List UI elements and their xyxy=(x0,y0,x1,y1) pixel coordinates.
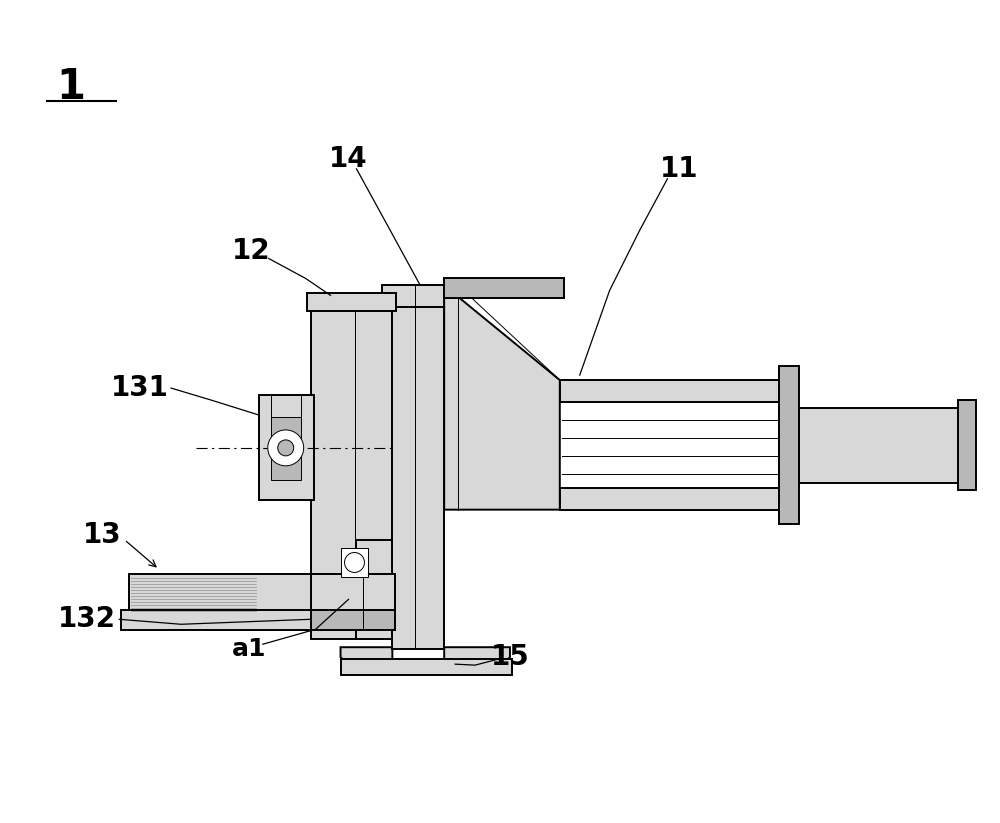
Polygon shape xyxy=(307,294,396,311)
Polygon shape xyxy=(444,647,510,667)
Circle shape xyxy=(278,440,294,456)
Polygon shape xyxy=(311,300,392,639)
Polygon shape xyxy=(444,278,564,299)
Text: 14: 14 xyxy=(329,145,368,173)
Polygon shape xyxy=(799,408,963,483)
Polygon shape xyxy=(382,286,444,307)
Circle shape xyxy=(268,430,304,466)
Polygon shape xyxy=(341,659,512,675)
Polygon shape xyxy=(560,380,779,402)
Polygon shape xyxy=(271,395,301,417)
Polygon shape xyxy=(271,415,301,480)
Text: 1: 1 xyxy=(57,66,86,108)
Polygon shape xyxy=(392,286,444,649)
Text: a1: a1 xyxy=(232,637,266,661)
Polygon shape xyxy=(341,647,392,667)
Polygon shape xyxy=(958,400,976,490)
Polygon shape xyxy=(259,395,314,500)
Text: 12: 12 xyxy=(232,236,270,264)
Polygon shape xyxy=(560,488,779,509)
Polygon shape xyxy=(121,611,370,630)
Polygon shape xyxy=(356,540,392,639)
Polygon shape xyxy=(311,574,395,611)
Text: 15: 15 xyxy=(491,643,529,672)
Polygon shape xyxy=(444,286,560,509)
Text: 131: 131 xyxy=(111,374,169,402)
Circle shape xyxy=(345,552,364,573)
Text: 11: 11 xyxy=(660,155,699,183)
Text: 13: 13 xyxy=(83,521,121,549)
Polygon shape xyxy=(341,547,368,578)
Polygon shape xyxy=(311,611,395,630)
Polygon shape xyxy=(129,574,363,612)
Polygon shape xyxy=(779,366,799,523)
Text: 132: 132 xyxy=(58,605,116,633)
